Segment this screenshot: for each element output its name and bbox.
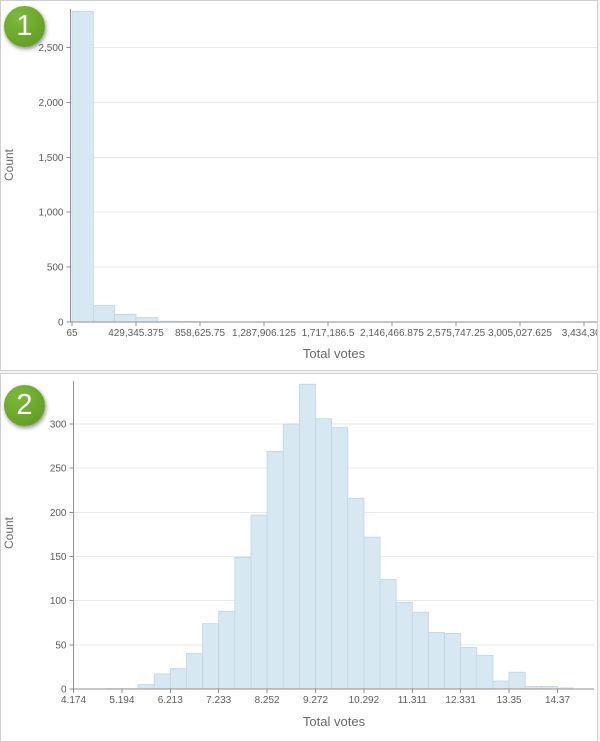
x-tick-label: 2,575,747.25 [427,328,486,339]
histogram-bar [347,497,365,690]
histogram-panel-2: 2 0 50 100 150 200 250 300 4.174 5.194 6.213 7.233… [0,373,598,742]
total-votes-histogram-log: 0 50 100 150 200 250 300 4.174 5.194 6.213 7.233 8.… [50,381,594,706]
x-tick-label: 1,287,906.125 [232,328,296,339]
x-tick-label: 8.252 [255,695,280,706]
y-tick-label: 2,500 [38,43,63,54]
histogram-bar [250,514,268,690]
x-tick-label: 10.292 [349,695,380,706]
histogram-bar [157,320,179,322]
histogram-bar [202,623,220,690]
x-tick-label: 14.37 [545,695,570,706]
x-tick-label: 6.213 [158,695,183,706]
histogram-panel-1: 1 0 500 1,000 1,500 2,000 2,500 65 429,345.375 8… [0,0,598,371]
histogram-bar [218,610,236,690]
x-tick-label: 429,345.375 [108,328,164,339]
y-tick-label: 0 [58,318,64,329]
histogram-bar [476,655,494,690]
histogram-bar [114,313,137,323]
histogram-bar [282,423,300,690]
x-tick-label: 13.35 [497,695,522,706]
y-tick-label: 50 [55,640,67,651]
histogram-bar [178,320,200,322]
x-tick-label: 1,717,186.5 [302,328,355,339]
x-tick-label: 4.174 [61,695,86,706]
histogram-bar [411,611,429,690]
x-tick-label: 12.331 [445,695,476,706]
x-tick-label: 858,625.75 [175,328,225,339]
histogram-bar [186,653,203,690]
histogram-bar [363,536,381,690]
histogram-bar [135,317,158,323]
x-tick-label: 5.194 [109,695,134,706]
y-tick-label: 250 [50,464,67,475]
x-axis-title: Total votes [302,714,366,729]
y-axis-title: Count [2,148,17,182]
step-badge-2: 2 [4,385,45,426]
histogram-bar [428,632,445,690]
histogram-bar [169,668,187,690]
histogram-bar [460,647,478,690]
histogram-bar [492,680,510,690]
histogram-bar [444,632,462,690]
x-tick-label: 9.272 [303,695,328,706]
histogram-bar [92,305,116,323]
histogram-bar [379,579,397,690]
histogram-bar [331,427,349,690]
y-tick-label: 200 [50,508,67,519]
histogram-bar [266,450,284,690]
x-tick-label: 65 [66,328,78,339]
y-tick-label: 100 [50,596,67,607]
x-tick-label: 3,434,308 [562,328,598,339]
y-tick-label: 300 [50,420,67,431]
y-tick-label: 0 [61,685,67,696]
x-tick-label: 11.311 [398,695,428,706]
total-votes-histogram-raw: 0 500 1,000 1,500 2,000 2,500 65 429,345.375 858… [38,9,598,339]
histogram-bar [508,671,526,690]
step-badge-1: 1 [4,6,45,47]
y-tick-label: 2,000 [38,98,63,109]
histogram-bar [71,10,94,323]
x-tick-label: 7.233 [206,695,231,706]
x-axis-title: Total votes [302,346,366,361]
y-tick-label: 1,000 [38,208,63,219]
histogram-bar [153,673,171,690]
y-tick-label: 500 [47,263,64,274]
histogram-bar [137,684,155,690]
x-tick-label: 3,005,027.625 [488,328,552,339]
histogram-bar [395,602,413,690]
histogram-bar [298,383,316,690]
y-tick-label: 1,500 [38,153,63,164]
histogram-bar [234,556,252,690]
histogram-bar [315,418,333,690]
histogram-bar [557,687,574,689]
y-axis-title: Count [2,516,17,550]
x-tick-label: 2,146,466.875 [360,328,424,339]
y-tick-label: 150 [50,552,67,563]
